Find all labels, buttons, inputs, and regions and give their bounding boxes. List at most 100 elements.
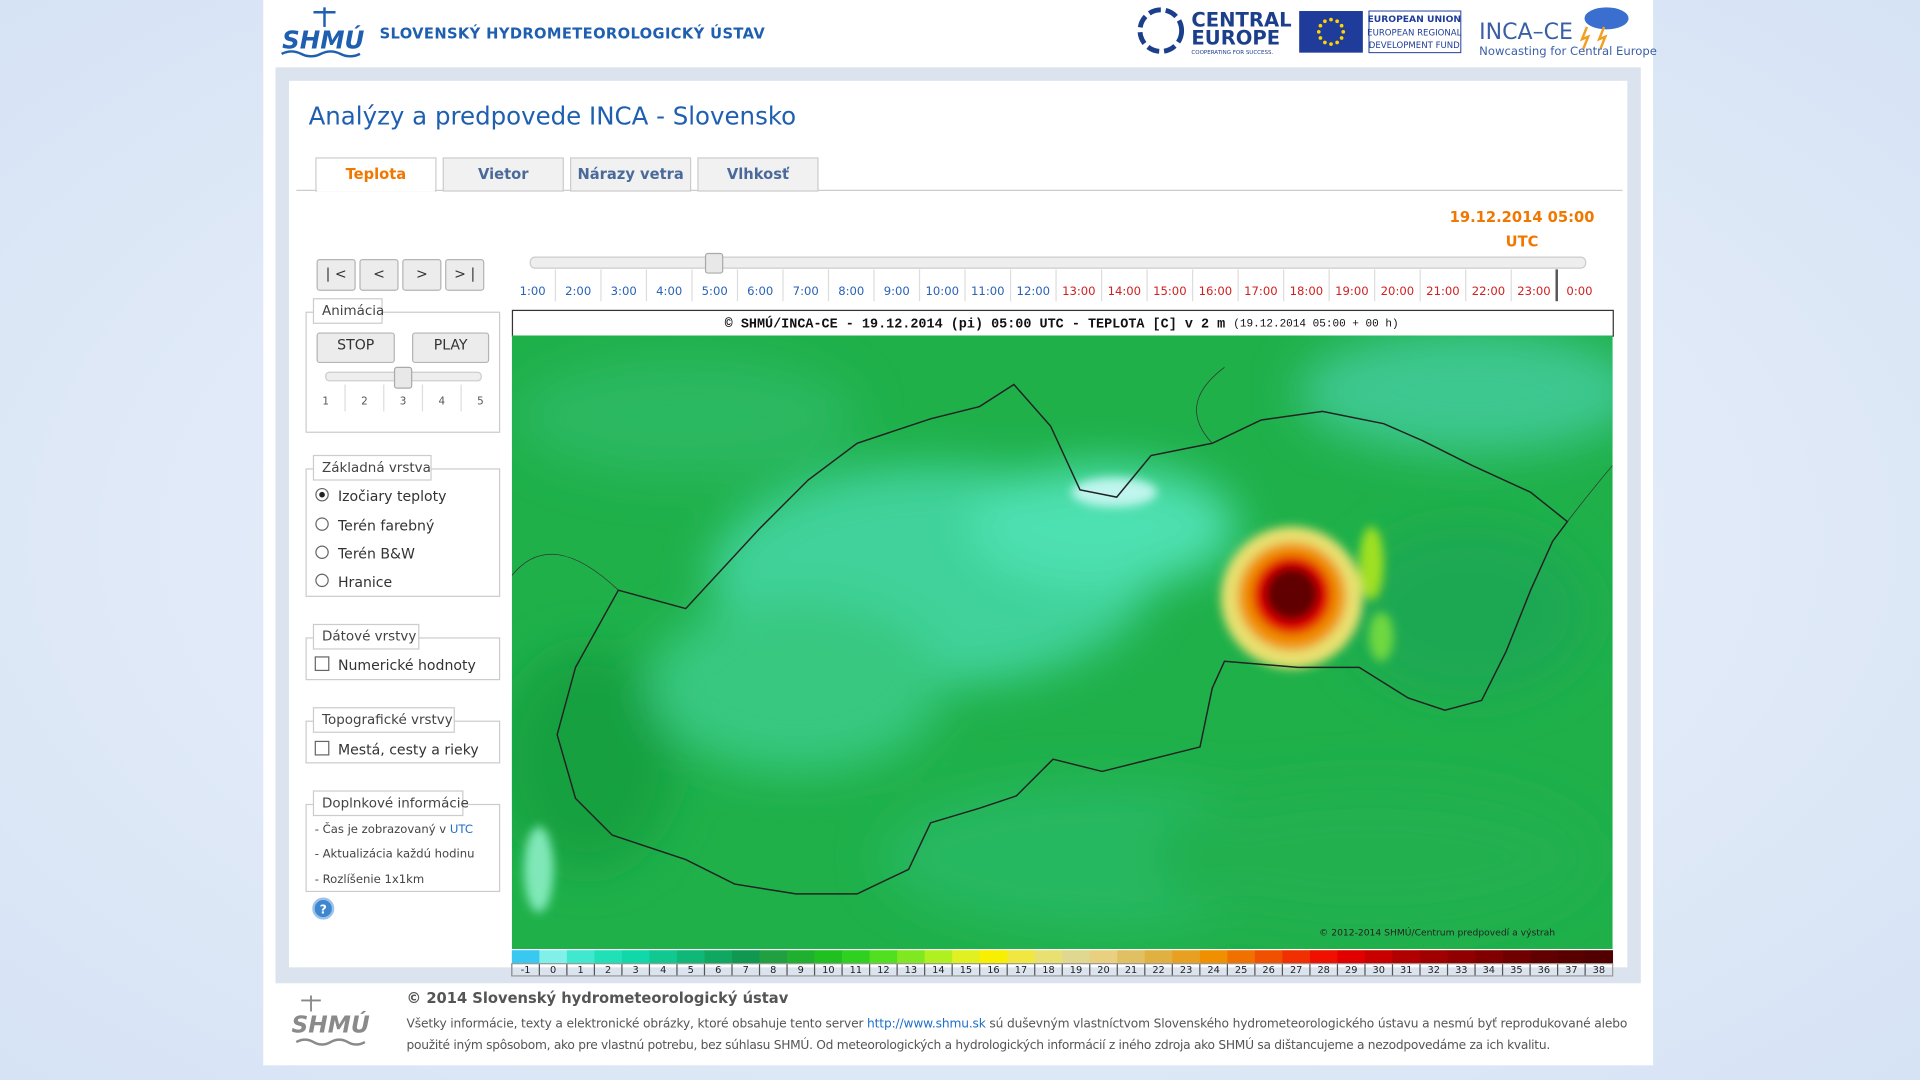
hour-label[interactable]: 19:00 bbox=[1335, 284, 1369, 298]
scale-cell bbox=[539, 950, 568, 964]
scale-cell bbox=[1475, 950, 1503, 964]
nav-label[interactable]: > | bbox=[454, 266, 475, 282]
tab-label[interactable]: Vlhkosť bbox=[727, 166, 790, 183]
hour-label[interactable]: 8:00 bbox=[838, 284, 864, 298]
timeline-track bbox=[529, 256, 1587, 269]
tab-label[interactable]: Nárazy vetra bbox=[577, 166, 683, 183]
hour-label[interactable]: 22:00 bbox=[1472, 284, 1506, 298]
scale-cell bbox=[704, 950, 733, 964]
map-title-main: © SHMÚ/INCA-CE - 19.12.2014 (pi) 05:00 U… bbox=[725, 316, 1226, 332]
scale-label: 28 bbox=[1317, 965, 1329, 976]
hour-label[interactable]: 16:00 bbox=[1199, 284, 1233, 298]
scale-label: 23 bbox=[1180, 965, 1192, 976]
tab[interactable] bbox=[315, 157, 437, 192]
hour-label[interactable]: 6:00 bbox=[747, 284, 773, 298]
stop-button[interactable] bbox=[316, 332, 395, 364]
radio[interactable] bbox=[315, 545, 329, 559]
hour-label[interactable]: 15:00 bbox=[1153, 284, 1187, 298]
hour-label[interactable]: 11:00 bbox=[971, 284, 1005, 298]
scale-label: 22 bbox=[1152, 965, 1164, 976]
hour-label[interactable]: 0:00 bbox=[1566, 284, 1592, 298]
hour-label[interactable]: 18:00 bbox=[1290, 284, 1324, 298]
option-label[interactable]: Terén B&W bbox=[337, 547, 415, 563]
option-label[interactable]: Numerické hodnoty bbox=[338, 658, 476, 674]
eu-star bbox=[1339, 36, 1344, 40]
date-label: 19.12.2014 05:00 bbox=[1450, 209, 1595, 226]
hour-label[interactable]: 13:00 bbox=[1062, 284, 1096, 298]
eu-star bbox=[1341, 30, 1346, 34]
scale-cell bbox=[924, 950, 953, 964]
option-label[interactable]: Izočiary teploty bbox=[338, 489, 447, 505]
scale-cell bbox=[1502, 950, 1531, 964]
hour-label[interactable]: 7:00 bbox=[793, 284, 819, 298]
hour-label[interactable]: 10:00 bbox=[926, 284, 960, 298]
footer-title: © 2014 Slovenský hydrometeorologický úst… bbox=[407, 990, 789, 1007]
legend: Animácia bbox=[322, 303, 384, 319]
stop-label[interactable]: STOP bbox=[337, 337, 375, 353]
timeline-handle[interactable] bbox=[704, 252, 724, 274]
option-label[interactable]: Mestá, cesty a rieky bbox=[338, 743, 479, 759]
nav-label[interactable]: | < bbox=[326, 266, 347, 282]
zone-label: UTC bbox=[1506, 233, 1539, 250]
nav-button[interactable] bbox=[316, 258, 356, 291]
hour-label[interactable]: 20:00 bbox=[1381, 284, 1415, 298]
nav-button[interactable] bbox=[445, 258, 485, 291]
hour-label[interactable]: 17:00 bbox=[1244, 284, 1278, 298]
central-europe-logo: CENTRAL EUROPE COOPERATING FOR SUCCESS. bbox=[1137, 7, 1292, 56]
logo-text: COOPERATING FOR SUCCESS. bbox=[1191, 50, 1273, 56]
hour-label[interactable]: 14:00 bbox=[1108, 284, 1142, 298]
eu-star bbox=[1318, 36, 1323, 40]
footer-link[interactable]: http://www.shmu.sk bbox=[867, 1016, 987, 1030]
scale-cell bbox=[787, 950, 815, 964]
scale-label: -1 bbox=[521, 965, 531, 976]
play-button[interactable] bbox=[412, 332, 490, 364]
tab-label[interactable]: Teplota bbox=[346, 166, 407, 183]
option-label[interactable]: Terén farebný bbox=[337, 519, 434, 535]
scale-cell bbox=[814, 950, 843, 964]
nav-button[interactable] bbox=[402, 258, 442, 291]
tab[interactable] bbox=[442, 157, 564, 192]
scale-cell bbox=[1227, 950, 1256, 964]
scale-cell bbox=[952, 950, 981, 964]
scale-label: 34 bbox=[1483, 965, 1495, 976]
speed-handle[interactable] bbox=[393, 366, 413, 389]
scale-cell bbox=[566, 950, 595, 964]
hour-label[interactable]: 23:00 bbox=[1517, 284, 1551, 298]
checkbox[interactable] bbox=[314, 656, 330, 672]
play-label[interactable]: PLAY bbox=[434, 337, 468, 353]
hour-label[interactable]: 9:00 bbox=[884, 284, 910, 298]
scale-cell bbox=[621, 950, 650, 964]
hour-label[interactable]: 4:00 bbox=[656, 284, 682, 298]
radio[interactable] bbox=[315, 573, 329, 588]
radio[interactable] bbox=[315, 517, 329, 531]
option-label[interactable]: Hranice bbox=[338, 575, 392, 591]
hour-label[interactable]: 12:00 bbox=[1017, 284, 1051, 298]
scale-cell bbox=[1117, 950, 1146, 964]
info-link[interactable]: UTC bbox=[450, 821, 473, 835]
checkbox[interactable] bbox=[314, 740, 330, 756]
scale-label: 14 bbox=[932, 965, 944, 976]
scale-label: 2 bbox=[605, 965, 611, 976]
hour-label[interactable]: 3:00 bbox=[611, 284, 637, 298]
help-glyph[interactable]: ? bbox=[320, 902, 327, 916]
scale-label: 25 bbox=[1235, 965, 1247, 976]
tab[interactable] bbox=[697, 157, 819, 192]
hour-label[interactable]: 21:00 bbox=[1426, 284, 1460, 298]
eu-star bbox=[1323, 19, 1327, 24]
scale-label: 16 bbox=[987, 965, 999, 976]
radio-dot[interactable] bbox=[319, 491, 325, 498]
logo-text: EUROPEAN REGIONAL bbox=[1367, 29, 1461, 39]
hour-label[interactable]: 5:00 bbox=[702, 284, 728, 298]
eu-logo: EUROPEAN UNION EUROPEAN REGIONAL DEVELOP… bbox=[1299, 10, 1462, 54]
logo-text: CENTRAL bbox=[1191, 8, 1291, 31]
nav-label[interactable]: > bbox=[416, 266, 428, 282]
nav-label[interactable]: < bbox=[373, 266, 385, 282]
tab[interactable] bbox=[570, 157, 692, 192]
hour-label[interactable]: 2:00 bbox=[565, 284, 591, 298]
nav-button[interactable] bbox=[359, 258, 399, 291]
scale-label: 27 bbox=[1290, 965, 1302, 976]
help-icon[interactable] bbox=[312, 897, 335, 920]
tab-label[interactable]: Vietor bbox=[478, 166, 529, 183]
legend: Základná vrstva bbox=[322, 460, 431, 476]
hour-label[interactable]: 1:00 bbox=[520, 284, 546, 298]
